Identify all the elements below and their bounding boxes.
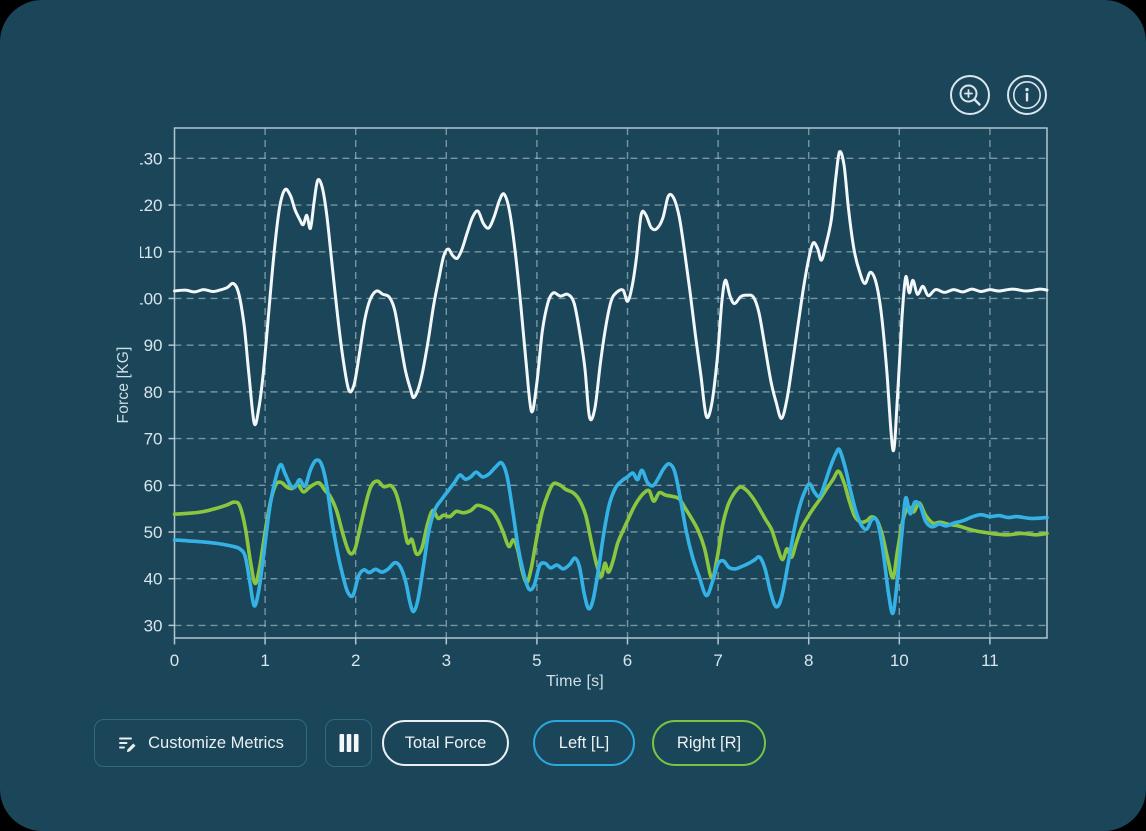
y-tick-label: 120: [140, 196, 163, 215]
y-tick-label: 60: [144, 476, 163, 495]
info-circle-icon: [1007, 75, 1047, 115]
x-axis-title: Time [s]: [546, 673, 604, 690]
series-line-left-l: [172, 447, 1049, 616]
legend-total-force-label: Total Force: [404, 733, 487, 752]
x-tick-label: 6: [623, 651, 632, 670]
x-tick-label: 0: [170, 651, 179, 670]
edit-list-icon: [119, 737, 136, 752]
x-tick-label: 7: [713, 651, 722, 670]
x-tick-label: 10: [890, 651, 909, 670]
customize-metrics-button[interactable]: Customize Metrics: [94, 719, 307, 767]
magnifier-plus-icon: [950, 75, 990, 115]
x-tick-label: 1: [260, 651, 269, 670]
x-tick-label: 2: [351, 651, 360, 670]
y-tick-label: 30: [144, 616, 163, 635]
series-line-total-force: [173, 149, 1049, 452]
plot-frame: [173, 127, 1048, 639]
y-tick-label: 70: [144, 430, 163, 449]
y-tick-label: 40: [144, 570, 163, 589]
bars-icon: [339, 734, 358, 752]
series-line-right-r: [172, 469, 1049, 586]
x-tick-label: 8: [804, 651, 813, 670]
bars-view-button[interactable]: [325, 719, 372, 767]
y-tick-label: 90: [144, 336, 163, 355]
legend-right-button[interactable]: Right [R]: [652, 720, 766, 766]
zoom-button[interactable]: [948, 73, 992, 117]
legend-right-label: Right [R]: [676, 733, 742, 752]
y-axis-title: Force [KG]: [115, 346, 132, 424]
y-tick-label: 130: [140, 149, 163, 168]
x-tick-label: 11: [981, 651, 999, 670]
y-tick-label: 50: [144, 523, 163, 542]
customize-metrics-label: Customize Metrics: [148, 733, 284, 752]
legend-total-force-button[interactable]: Total Force: [382, 720, 509, 766]
y-tick-label: 110: [140, 243, 163, 262]
force-chart: 0 1 2 3 5 6 7 8 10 11 130 120 110 100 90 80 70 60 50 40 30: [140, 127, 1049, 670]
x-tick-label: 5: [532, 651, 541, 670]
legend-left-label: Left [L]: [558, 733, 610, 752]
legend-left-button[interactable]: Left [L]: [533, 720, 635, 766]
y-tick-label: 100: [140, 289, 163, 308]
info-button[interactable]: [1005, 73, 1049, 117]
x-tick-label: 3: [442, 651, 451, 670]
y-tick-label: 80: [144, 383, 163, 402]
